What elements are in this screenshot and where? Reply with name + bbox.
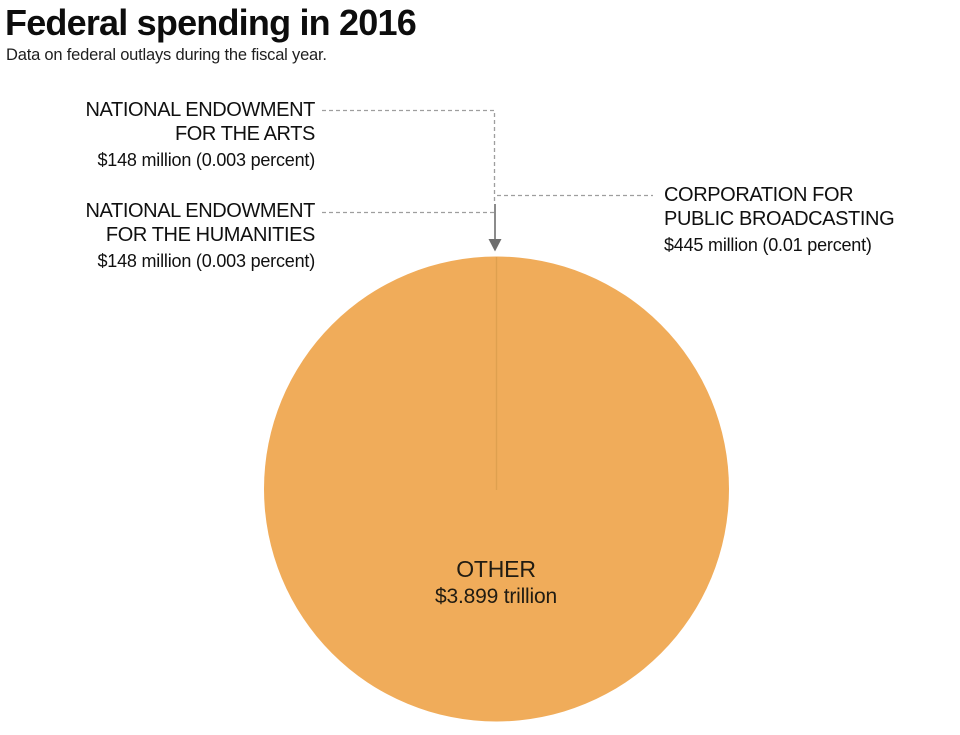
callout-nea-label-line1: NATIONAL ENDOWMENT: [85, 99, 316, 121]
callout-neh-label-line2: FOR THE HUMANITIES: [105, 224, 316, 246]
callout-neh-value: $148 million (0.003 percent): [97, 251, 315, 271]
pie-label-other-value: $3.899 trillion: [435, 585, 557, 608]
pie-label-other-title: OTHER: [456, 556, 536, 582]
callout-cpb-value: $445 million (0.01 percent): [664, 235, 872, 255]
page-title: Federal spending in 2016: [5, 2, 417, 43]
callout-nea: NATIONAL ENDOWMENT FOR THE ARTS $148 mil…: [28, 98, 316, 172]
pie-label-other: OTHER $3.899 trillion: [346, 556, 646, 610]
callout-neh: NATIONAL ENDOWMENT FOR THE HUMANITIES $1…: [28, 199, 316, 273]
callout-nea-value: $148 million (0.003 percent): [97, 150, 315, 170]
callout-nea-label-line2: FOR THE ARTS: [174, 123, 315, 145]
arrow-down-icon: [488, 239, 502, 252]
leader-line-nea: [322, 109, 496, 204]
callout-cpb-label-line1: CORPORATION FOR: [664, 184, 854, 206]
callout-cpb-label-line2: PUBLIC BROADCASTING: [664, 208, 895, 230]
callout-cpb: CORPORATION FOR PUBLIC BROADCASTING $445…: [664, 183, 954, 257]
chart-subtitle: Data on federal outlays during the fisca…: [6, 46, 327, 64]
callout-neh-label-line1: NATIONAL ENDOWMENT: [85, 200, 316, 222]
